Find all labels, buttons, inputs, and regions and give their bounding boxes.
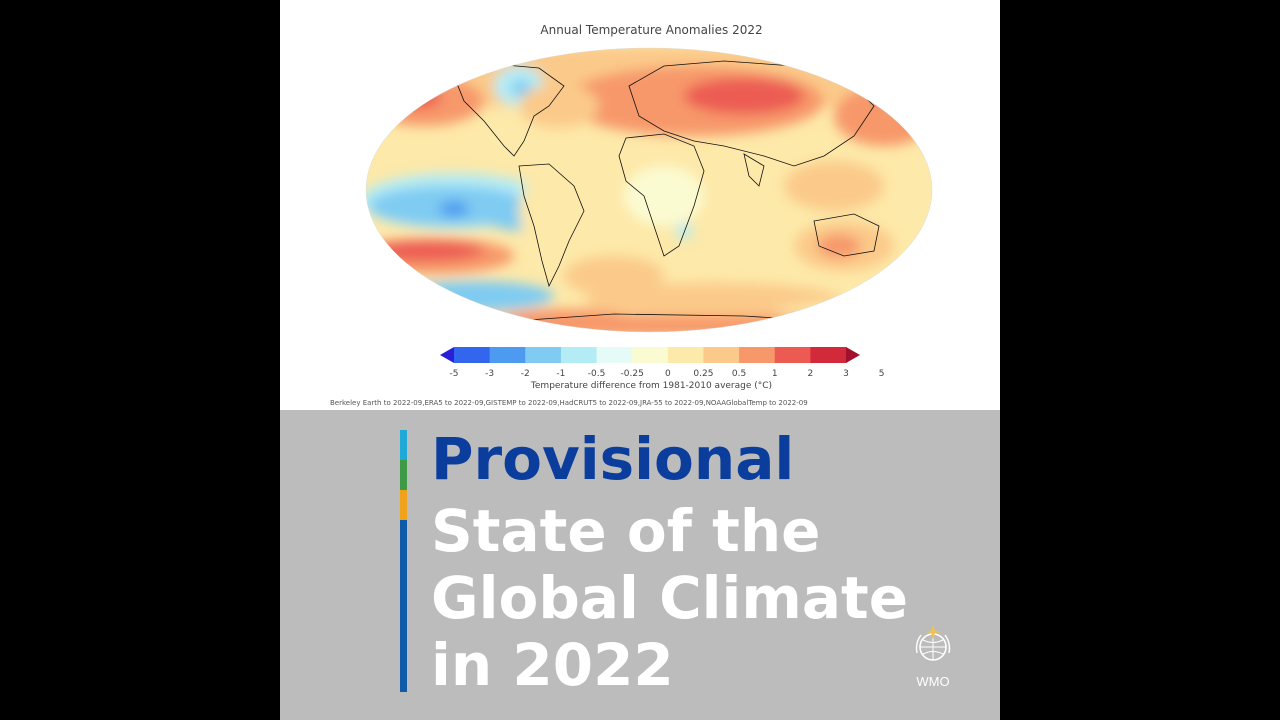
colorbar-segment [560, 347, 598, 363]
colorbar-tick-label: 0.5 [731, 369, 747, 379]
accent-bar-orange [400, 490, 407, 520]
headline-line-4: in 2022 [431, 631, 674, 699]
map-area: Annual Temperature Anomalies 2022 [280, 0, 1000, 410]
colorbar-tick-label: 2 [807, 369, 814, 379]
colorbar-segment [667, 347, 704, 363]
colorbar-tick-label: -0.5 [587, 369, 606, 379]
colorbar-segment [739, 347, 776, 363]
colorbar-segment [774, 347, 811, 363]
colorbar-segment [810, 347, 847, 363]
colorbar-tick-label: -1 [556, 369, 566, 379]
accent-bar-blue [400, 520, 407, 692]
colorbar-label: Temperature difference from 1981-2010 av… [530, 381, 773, 391]
colorbar [440, 347, 860, 363]
colorbar-segment [703, 347, 740, 363]
wmo-logo-text: WMO [916, 674, 950, 689]
colorbar-tick-label: 1 [771, 369, 778, 379]
accent-bar-cyan [400, 430, 407, 460]
accent-bar-green [400, 460, 407, 490]
map-title: Annual Temperature Anomalies 2022 [540, 23, 763, 37]
headline-line-3: Global Climate [431, 564, 909, 632]
colorbar-tick-label: -0.25 [620, 369, 644, 379]
colorbar-segment [596, 347, 633, 363]
slide: Annual Temperature Anomalies 2022 [280, 0, 1000, 720]
colorbar-tick-label: 0.25 [693, 369, 714, 379]
colorbar-tick-label: 5 [878, 369, 885, 379]
colorbar-tick-label: -5 [449, 369, 459, 379]
temperature-anomaly-map [365, 47, 933, 333]
colorbar-segment [632, 347, 669, 363]
colorbar-tick-label: -3 [485, 369, 495, 379]
colorbar-segment [454, 347, 491, 363]
headline-provisional: Provisional [431, 425, 795, 493]
wmo-emblem-icon [915, 625, 951, 661]
colorbar-segment [525, 347, 562, 363]
colorbar-tick-label: -2 [520, 369, 530, 379]
headline-line-2: State of the [431, 497, 821, 565]
colorbar-tick-label: 0 [664, 369, 671, 379]
colorbar-segment [489, 347, 526, 363]
colorbar-segment [440, 347, 454, 363]
colorbar-segment [846, 347, 860, 363]
data-sources: Berkeley Earth to 2022-09,ERA5 to 2022-0… [330, 399, 808, 407]
colorbar-tick-label: 3 [843, 369, 849, 379]
wmo-logo: WMO [908, 623, 958, 689]
